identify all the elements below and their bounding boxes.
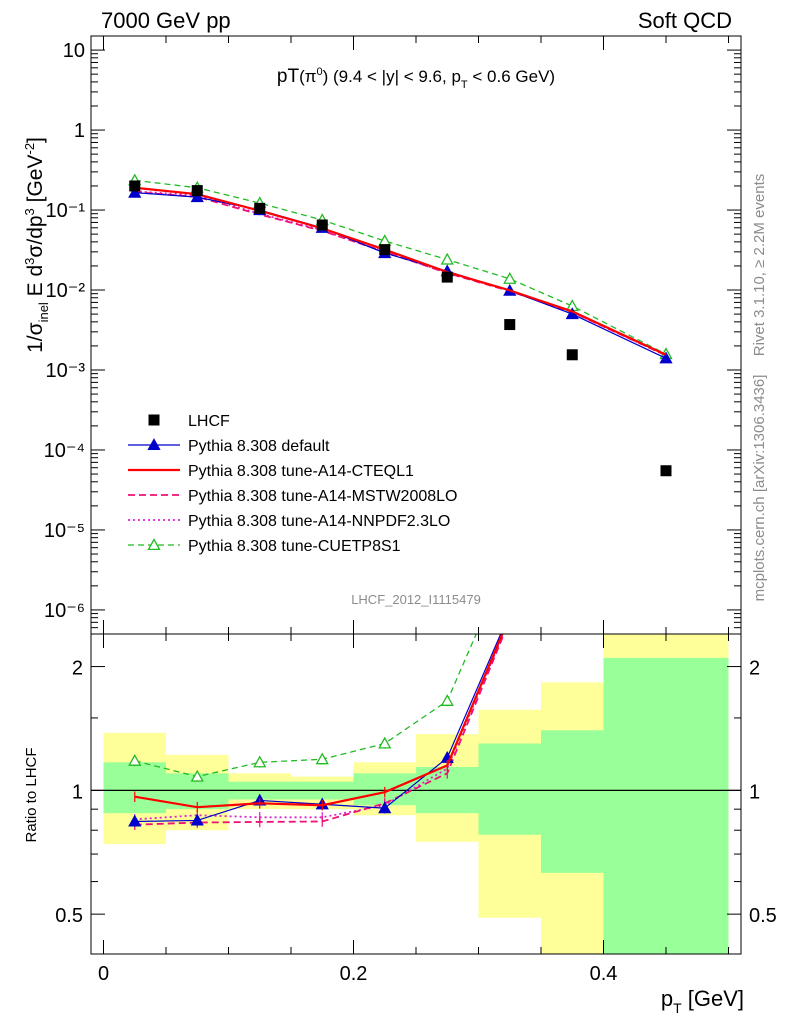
main-y-tick-label: 10⁻⁵	[44, 520, 85, 542]
main-y-tick-label: 10⁻³	[46, 360, 86, 382]
main-y-tick-label: 10⁻²	[46, 280, 86, 302]
main-title: pT(π0) (9.4 < |y| < 9.6, pT < 0.6 GeV)	[277, 66, 555, 91]
ratio-plot-area	[128, 634, 505, 830]
main-marker-default	[128, 185, 142, 198]
lhcf-data-point	[191, 185, 203, 197]
lhcf-data-point	[441, 271, 453, 283]
header-beam-label: 7000 GeV pp	[101, 8, 231, 33]
main-y-tick-label: 10⁻⁶	[44, 600, 85, 622]
ratio-marker-default	[128, 814, 142, 827]
analysis-id: LHCF_2012_I1115479	[351, 592, 481, 607]
main-y-axis-label: 1/σinel E d3σ/dp3 [GeV-2]	[22, 137, 51, 353]
main-line-cuetp8s1	[134, 179, 667, 355]
ratio-band-inner	[603, 657, 729, 954]
lhcf-data-point	[316, 219, 328, 231]
main-axes: 10 1 10⁻¹ 10⁻² 10⁻³ 10⁻⁴ 10⁻⁵ 10⁻⁶	[44, 36, 741, 635]
ratio-y-tick-label: 1	[72, 781, 83, 803]
ratio-marker-default	[378, 801, 392, 814]
ratio-marker-cuetp8s1	[378, 736, 392, 749]
legend-label-default: Pythia 8.308 default	[188, 438, 330, 455]
x-tick-label: 0.2	[340, 963, 368, 985]
main-plot-area	[128, 173, 673, 477]
main-line-a14_cteql1	[134, 186, 667, 356]
ratio-marker-cuetp8s1	[440, 694, 454, 706]
main-marker-default	[659, 351, 673, 364]
ratio-y-axis-label: Ratio to LHCF	[23, 747, 40, 842]
legend-label-a14_mstw: Pythia 8.308 tune-A14-MSTW2008LO	[188, 488, 457, 505]
ratio-marker-cuetp8s1	[190, 769, 204, 782]
main-marker-cuetp8s1	[440, 252, 454, 265]
main-y-tick-label: 10⁻⁴	[44, 440, 85, 462]
lhcf-data-point	[379, 244, 391, 256]
main-marker-cuetp8s1	[503, 271, 517, 284]
ratio-axes: 0.5 0.5 1 1 2 2 0 0.2 0.4	[55, 634, 777, 985]
ratio-y-tick-label: 2	[72, 658, 83, 680]
lhcf-data-point	[566, 349, 578, 361]
x-axis-label: pT [GeV]	[661, 986, 744, 1016]
main-line-a14_mstw	[134, 191, 667, 357]
legend-label-cuetp8s1: Pythia 8.308 tune-CUETP8S1	[188, 538, 401, 555]
legend-label-a14_cteql1: Pythia 8.308 tune-A14-CTEQL1	[188, 463, 414, 480]
main-y-tick-label: 10⁻¹	[46, 200, 86, 222]
ratio-y-tick-label-right: 0.5	[749, 905, 777, 927]
lhcf-data-point	[129, 180, 141, 192]
legend: LHCF Pythia 8.308 default Pythia 8.308 tun…	[128, 413, 457, 555]
main-y-tick-label: 10	[63, 40, 85, 62]
ratio-line-a14_mstw	[134, 634, 505, 826]
ratio-marker-cuetp8s1	[128, 753, 142, 766]
legend-marker-cuetp8s1	[147, 538, 161, 551]
ratio-frame	[90, 633, 742, 955]
x-tick-label: 0	[98, 963, 109, 985]
ratio-y-tick-label-right: 1	[749, 781, 760, 803]
ratio-y-tick-label: 0.5	[55, 905, 83, 927]
main-line-default	[134, 192, 667, 359]
ratio-band-inner	[478, 743, 541, 835]
main-line-a14_nnpdf	[134, 190, 667, 357]
ratio-band-inner	[103, 762, 166, 814]
ratio-marker-default	[190, 813, 204, 826]
lhcf-data-point	[504, 319, 516, 331]
lhcf-data-point	[660, 465, 672, 477]
legend-marker-default	[147, 438, 161, 451]
x-tick-label: 0.4	[590, 963, 618, 985]
lhcf-data-point	[254, 202, 266, 214]
legend-marker-lhcf	[148, 414, 160, 426]
main-y-tick-label: 1	[74, 120, 85, 142]
legend-label-lhcf: LHCF	[188, 413, 230, 430]
ratio-y-tick-label-right: 2	[749, 658, 760, 680]
mcplots-label: mcplots.cern.ch [arXiv:1306.3436]	[751, 375, 768, 602]
ratio-band-inner	[541, 730, 604, 873]
ratio-marker-cuetp8s1	[253, 755, 267, 768]
header-process-label: Soft QCD	[638, 8, 732, 33]
main-marker-default	[190, 190, 204, 203]
ratio-marker-cuetp8s1	[315, 752, 329, 765]
rivet-label: Rivet 3.1.10, ≥ 2.2M events	[751, 174, 768, 357]
main-marker-cuetp8s1	[378, 234, 392, 247]
legend-label-a14_nnpdf: Pythia 8.308 tune-A14-NNPDF2.3LO	[188, 513, 450, 530]
